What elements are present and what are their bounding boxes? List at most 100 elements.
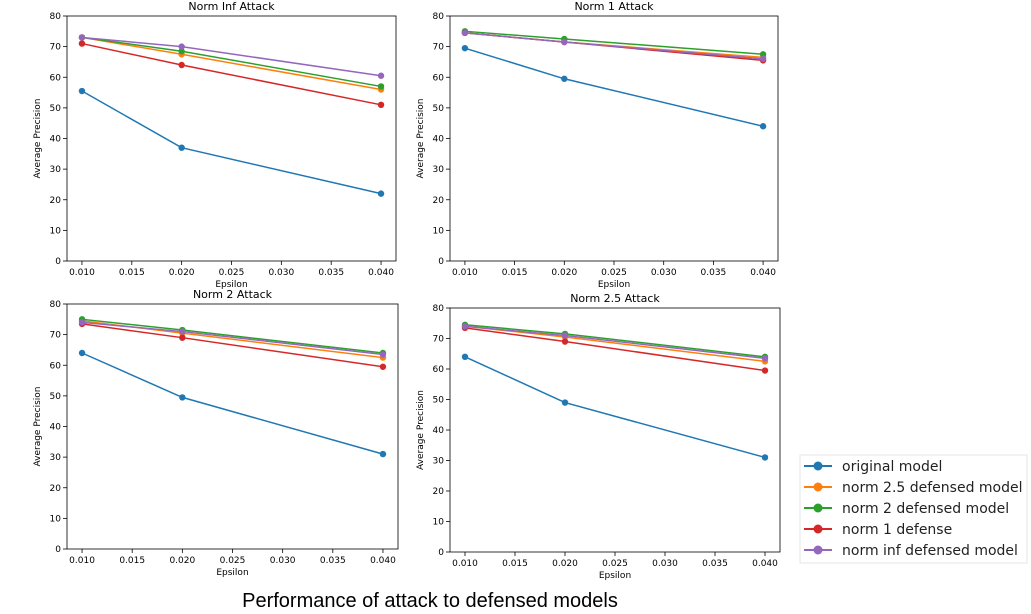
chart-1-y-tick-label: 70 xyxy=(50,43,62,53)
chart-2-y-tick-label: 70 xyxy=(433,43,445,53)
chart-2-point-original-model xyxy=(759,123,767,130)
chart-2-x-tick-label: 0.015 xyxy=(502,268,528,278)
chart-1-plot: Norm Inf Attack 0 10 20 30 40 50 60 70 80 0.010 0.0… xyxy=(33,0,397,290)
figure-caption: Performance of attack to defensed models xyxy=(242,590,618,612)
chart-4-y-tick-label: 80 xyxy=(433,304,445,314)
chart-4-series-line-norm-1-defense xyxy=(464,327,766,372)
chart-1-y-tick-label: 80 xyxy=(50,12,62,22)
chart-1-x-axis-label: Epsilon xyxy=(215,280,247,290)
chart-2-y-tick-label: 80 xyxy=(433,12,445,22)
legend-marker-norm-2-defensed-model xyxy=(813,503,823,513)
chart-1-series-line-norm-2-5-defensed-model xyxy=(81,36,382,91)
chart-3-series-line-original-model xyxy=(81,352,384,455)
chart-2-y-tick-label: 30 xyxy=(433,165,445,175)
legend-label-original-model: original model xyxy=(842,459,942,475)
chart-1-point-norm-inf-defensed-model xyxy=(377,72,385,79)
chart-2-y-tick-label: 50 xyxy=(433,104,445,114)
chart-3-point-norm-1-defense xyxy=(379,363,387,370)
chart-1-series-line-original-model xyxy=(81,90,382,195)
chart-3-series-line-norm-inf-defensed-model xyxy=(81,321,384,356)
legend-marker-norm-1-defense xyxy=(813,524,823,534)
chart-4-y-tick-label: 20 xyxy=(433,487,445,497)
chart-1-series-line-norm-1-defense xyxy=(81,42,382,106)
chart-1-point-original-model xyxy=(377,190,385,197)
chart-2-y-tick-label: 10 xyxy=(433,226,445,236)
chart-3-frame xyxy=(66,303,399,550)
chart-3-point-norm-inf-defensed-model xyxy=(179,328,186,335)
chart-4-x-tick-label: 0.035 xyxy=(702,559,728,569)
chart-3-y-axis-label: Average Precision xyxy=(33,387,43,467)
chart-3-point-original-model xyxy=(379,450,387,458)
chart-3-x-axis-label: Epsilon xyxy=(216,568,248,578)
chart-4-x-axis-label: Epsilon xyxy=(599,571,631,581)
chart-3-series-line-norm-1-defense xyxy=(81,323,384,368)
chart-4-x-tick-label: 0.040 xyxy=(752,559,778,569)
chart-2-point-norm-2-defensed-model xyxy=(759,51,767,58)
chart-3-x-tick-label: 0.015 xyxy=(119,556,145,566)
chart-2-point-norm-inf-defensed-model xyxy=(759,55,767,63)
chart-2-y-tick-label: 60 xyxy=(433,73,445,83)
chart-4-x-tick-label: 0.020 xyxy=(552,559,578,569)
chart-3-y-tick-label: 0 xyxy=(55,545,61,555)
chart-2-x-tick-label: 0.030 xyxy=(651,268,677,278)
legend-label-norm-2-5-defensed-model: norm 2.5 defensed model xyxy=(842,480,1023,496)
chart-1-point-norm-1-defense xyxy=(78,40,86,47)
chart-1-point-original-model xyxy=(78,87,86,95)
chart-4-series-line-norm-inf-defensed-model xyxy=(464,325,766,360)
chart-3-y-tick-label: 50 xyxy=(50,392,62,402)
chart-4-x-tick-label: 0.015 xyxy=(502,559,528,569)
chart-2-series-line-original-model xyxy=(464,47,764,127)
chart-4-series-line-original-model xyxy=(464,356,766,459)
chart-2-y-tick-label: 40 xyxy=(433,135,445,145)
chart-1-title: Norm Inf Attack xyxy=(188,0,275,13)
chart-2-title: Norm 1 Attack xyxy=(574,0,654,13)
chart-3-y-tick-label: 10 xyxy=(50,514,62,524)
legend-label-norm-2-defensed-model: norm 2 defensed model xyxy=(842,501,1009,517)
chart-3-x-tick-label: 0.035 xyxy=(320,556,346,566)
chart-3-x-tick-label: 0.010 xyxy=(69,556,95,566)
chart-1-y-tick-label: 30 xyxy=(50,165,62,175)
legend: original model norm 2.5 defensed model nor… xyxy=(799,454,1028,564)
chart-4-point-norm-1-defense xyxy=(561,338,569,345)
figure: Norm Inf Attack 0 10 20 30 40 50 60 70 80 0.010 0.0… xyxy=(33,0,1028,581)
chart-1-x-tick-label: 0.030 xyxy=(268,268,294,278)
chart-3-plot: Norm 2 Attack 0 10 20 30 40 50 60 70 80 0.010 0.015… xyxy=(33,288,399,578)
chart-1-y-axis-label: Average Precision xyxy=(33,99,43,179)
chart-2-series-line-norm-2-defensed-model xyxy=(464,30,764,56)
chart-3-x-tick-label: 0.020 xyxy=(169,556,195,566)
chart-2-series-line-norm-inf-defensed-model xyxy=(464,32,764,60)
chart-3-y-tick-label: 60 xyxy=(50,361,62,371)
chart-1-y-tick-label: 10 xyxy=(50,226,62,236)
chart-2-y-tick-label: 0 xyxy=(438,257,444,267)
chart-2-y-tick-label: 20 xyxy=(433,196,445,206)
chart-2-point-original-model xyxy=(561,75,568,82)
chart-3-title: Norm 2 Attack xyxy=(193,288,273,301)
chart-4-y-tick-label: 70 xyxy=(433,335,445,345)
chart-4-point-norm-inf-defensed-model xyxy=(761,355,769,362)
chart-1-y-tick-label: 60 xyxy=(50,73,62,83)
chart-4-y-tick-label: 0 xyxy=(438,548,444,558)
chart-2-y-axis-label: Average Precision xyxy=(416,99,426,179)
legend-label-norm-1-defense: norm 1 defense xyxy=(842,522,952,538)
chart-4-point-original-model xyxy=(461,353,469,360)
chart-4-point-original-model xyxy=(561,399,569,406)
chart-3-y-tick-label: 30 xyxy=(50,453,62,463)
chart-3-y-tick-label: 80 xyxy=(50,300,62,310)
chart-4-y-tick-label: 50 xyxy=(433,396,445,406)
chart-2-x-tick-label: 0.025 xyxy=(601,268,627,278)
chart-1-x-tick-label: 0.035 xyxy=(318,268,344,278)
chart-1-frame xyxy=(66,15,397,262)
chart-1-point-norm-2-defensed-model xyxy=(377,83,385,90)
chart-2-frame xyxy=(449,15,779,262)
chart-3-y-tick-label: 70 xyxy=(50,331,62,341)
chart-3-point-original-model xyxy=(78,349,86,357)
chart-2-point-norm-inf-defensed-model xyxy=(461,29,469,37)
chart-1-point-norm-1-defense xyxy=(377,101,385,109)
chart-3-point-norm-inf-defensed-model xyxy=(379,351,387,358)
chart-4-point-norm-inf-defensed-model xyxy=(561,332,569,339)
chart-4-series-line-norm-2-5-defensed-model xyxy=(464,325,766,363)
chart-4-point-original-model xyxy=(761,454,769,461)
chart-2-x-axis-label: Epsilon xyxy=(598,280,630,290)
chart-1-y-tick-label: 20 xyxy=(50,196,62,206)
chart-4-y-tick-label: 60 xyxy=(433,365,445,375)
